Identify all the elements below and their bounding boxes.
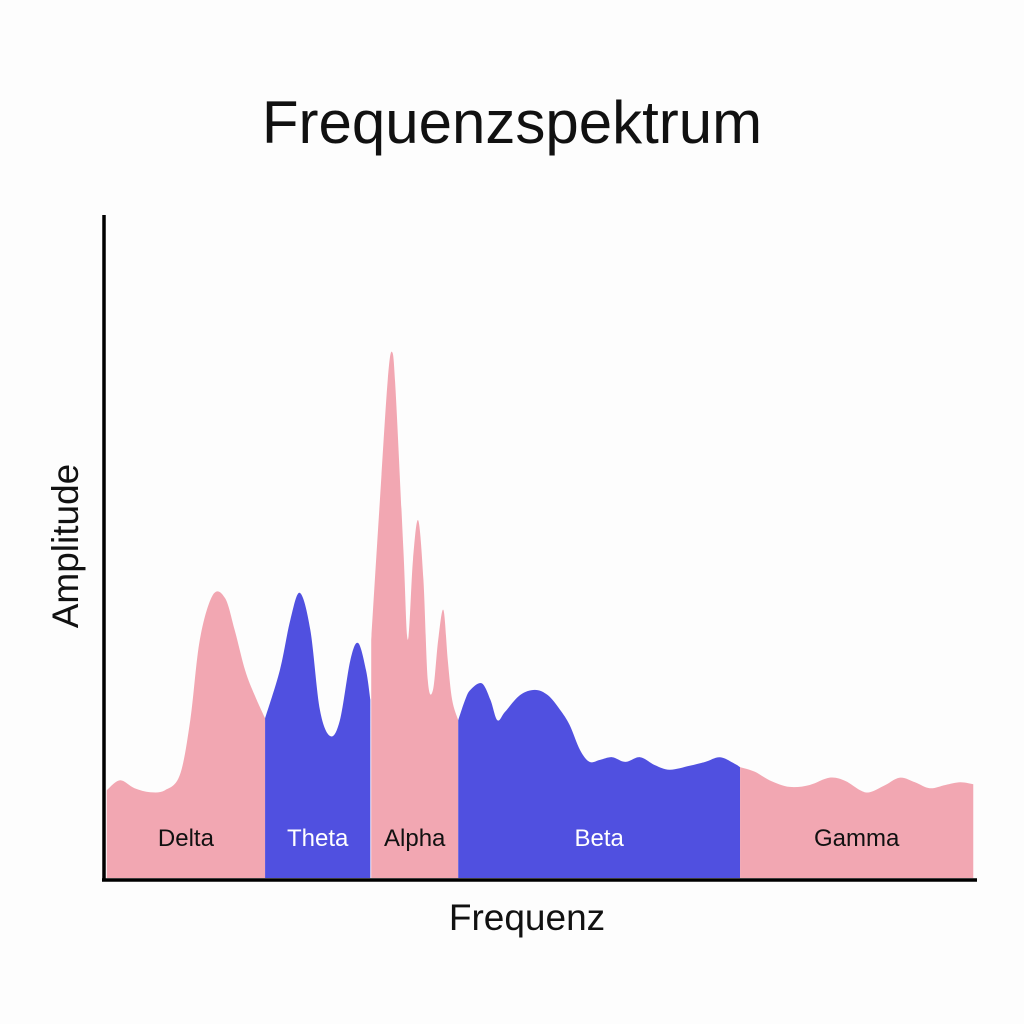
band-area-beta [458,682,741,878]
band-area-gamma [740,767,974,878]
band-label-gamma: Gamma [814,825,900,852]
band-area-theta [265,592,371,878]
band-label-alpha: Alpha [384,825,446,852]
band-label-beta: Beta [574,825,624,852]
x-axis-label: Frequenz [449,897,605,938]
band-label-delta: Delta [158,825,215,852]
band-area-alpha [371,351,459,879]
band-areas [106,351,974,879]
chart-title: Frequenzspektrum [261,89,763,156]
band-labels: Delta Theta Alpha Beta Gamma [158,825,900,852]
y-axis-label: Amplitude [45,464,86,629]
band-label-theta: Theta [287,825,349,852]
band-area-delta [106,591,266,878]
